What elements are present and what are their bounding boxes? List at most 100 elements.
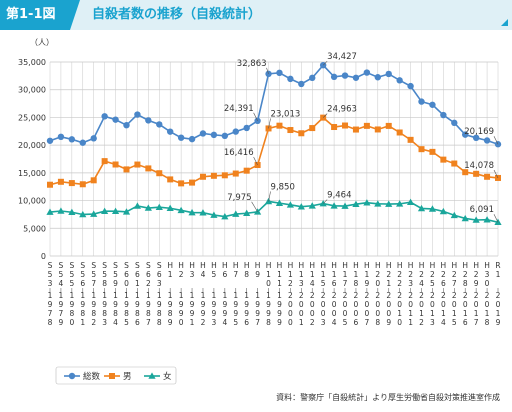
- legend-marker-total: [68, 372, 76, 380]
- annotation-leader: [493, 214, 499, 223]
- data-point-male: [298, 130, 305, 137]
- annotation-leader: [493, 136, 499, 145]
- data-point-male: [210, 172, 217, 179]
- y-tick-label: 25,000: [18, 113, 46, 122]
- data-point-total: [440, 111, 447, 119]
- data-point-total: [145, 117, 152, 124]
- data-point-male: [418, 146, 425, 153]
- data-point-total: [188, 135, 196, 143]
- data-point-female: [341, 202, 349, 209]
- data-point-male: [484, 173, 491, 180]
- header-band: [0, 0, 512, 30]
- data-point-total: [276, 69, 283, 77]
- corner-triangle-icon: [501, 19, 508, 26]
- y-tick-label: 35,000: [18, 58, 46, 67]
- data-label: 32,863: [237, 59, 267, 69]
- data-label: 34,427: [327, 52, 357, 62]
- data-point-male: [156, 170, 163, 177]
- data-point-female: [243, 209, 251, 217]
- data-label: 9,850: [271, 182, 295, 192]
- data-point-female: [155, 203, 163, 210]
- data-point-male: [57, 178, 64, 185]
- data-point-male: [429, 148, 436, 155]
- line-chart: 0 5,000 10,000 15,000 20,000 25,000 30,000 35,0…: [18, 38, 502, 385]
- legend-label-female: 女: [163, 371, 172, 382]
- annotation-leader: [251, 201, 258, 212]
- data-point-male: [396, 129, 403, 136]
- data-point-female: [352, 200, 360, 208]
- data-point-female: [385, 200, 393, 207]
- data-point-male: [101, 158, 108, 165]
- data-point-total: [429, 101, 436, 108]
- data-point-total: [46, 137, 54, 144]
- annotation-leader: [322, 199, 328, 204]
- data-point-female: [46, 208, 54, 215]
- data-point-male: [178, 180, 185, 187]
- data-point-female: [286, 201, 294, 208]
- y-tick-label: 20,000: [18, 141, 46, 150]
- data-point-total: [385, 70, 392, 78]
- y-tick-label: 15,000: [18, 169, 46, 178]
- data-point-female: [57, 207, 65, 214]
- data-point-total: [298, 80, 305, 88]
- data-point-male: [68, 180, 75, 187]
- data-point-female: [144, 204, 152, 211]
- data-point-male: [167, 176, 174, 183]
- y-tick-label: 10,000: [18, 197, 46, 206]
- data-point-female: [428, 205, 437, 212]
- data-point-male: [407, 136, 414, 143]
- data-point-male: [462, 169, 469, 176]
- data-label: 7,975: [227, 193, 251, 203]
- data-point-total: [494, 141, 502, 148]
- data-point-male: [90, 177, 97, 184]
- data-label: 24,391: [224, 104, 254, 114]
- data-point-female: [450, 211, 458, 219]
- data-point-female: [406, 198, 415, 206]
- data-label: 16,416: [224, 148, 254, 158]
- data-point-total: [232, 128, 239, 135]
- data-point-male: [440, 156, 447, 163]
- data-point-total: [134, 111, 141, 118]
- data-label: 14,078: [464, 161, 494, 171]
- figure-title: 自殺者数の推移（自殺統計）: [92, 7, 262, 22]
- data-point-male: [134, 161, 141, 168]
- data-point-male: [199, 173, 206, 180]
- annotation-leader: [266, 67, 269, 74]
- data-point-female: [79, 210, 87, 218]
- data-point-female: [330, 202, 338, 209]
- data-point-total: [90, 135, 97, 142]
